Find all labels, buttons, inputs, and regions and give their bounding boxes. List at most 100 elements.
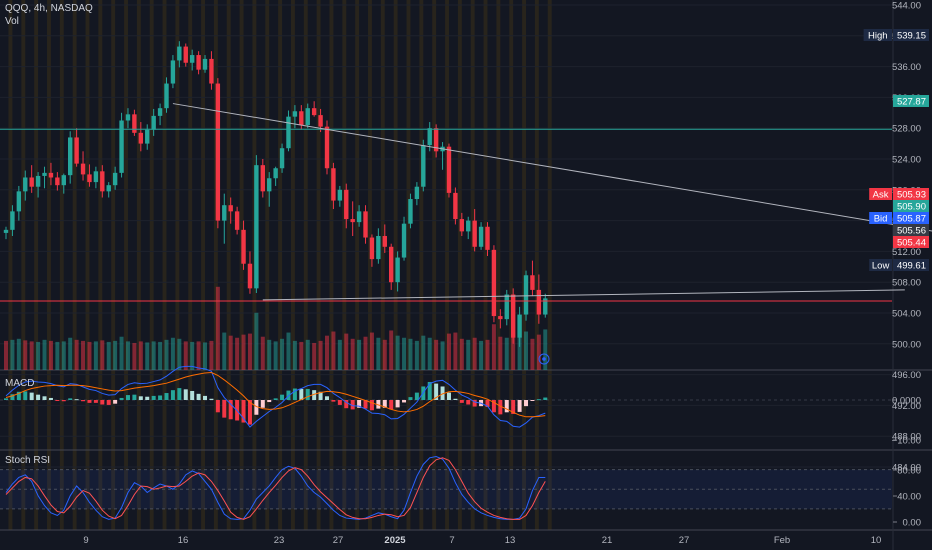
candle-body[interactable] [356,211,362,223]
candle-body[interactable] [331,168,336,201]
candle-body[interactable] [510,294,516,338]
candle-body[interactable] [35,175,41,187]
candle-body[interactable] [427,128,432,146]
candle-body[interactable] [498,316,503,320]
candle-body[interactable] [215,83,221,221]
candle-body[interactable] [61,175,66,186]
candle-body[interactable] [10,211,15,230]
candle-body[interactable] [3,229,9,233]
candle-body[interactable] [228,205,233,212]
stoch-rsi-title[interactable]: Stoch RSI [5,455,51,466]
candle-body[interactable] [196,55,201,70]
candle-body[interactable] [414,186,420,200]
candle-body[interactable] [466,220,471,232]
candle-body[interactable] [376,236,381,260]
macd-title[interactable]: MACD [5,378,35,389]
candle-body[interactable] [421,145,426,187]
candle-body[interactable] [530,275,535,290]
candle-body[interactable] [350,219,355,223]
candle-body[interactable] [472,220,477,247]
macd-pane[interactable] [0,365,892,428]
candle-body[interactable] [517,314,522,338]
candle-body[interactable] [254,165,259,289]
candle-body[interactable] [543,298,548,315]
candle-body[interactable] [395,257,400,283]
candle-body[interactable] [209,58,214,84]
candle-body[interactable] [408,199,413,224]
candle-body[interactable] [16,191,22,212]
candle-body[interactable] [145,129,150,144]
candle-body[interactable] [504,294,509,320]
candle-body[interactable] [267,178,272,192]
candle-body[interactable] [164,83,169,109]
candle-body[interactable] [369,237,375,260]
candle-body[interactable] [478,226,484,247]
descending-trendline[interactable] [172,103,932,233]
time-axis[interactable]: 9 16 23 27 2025 7 13 21 27 Feb 10 [83,535,881,546]
candle-body[interactable] [170,60,176,84]
drawing-overlays[interactable] [0,103,932,365]
symbol-title[interactable]: QQQ, 4h, NASDAQ [5,3,93,14]
candle-body[interactable] [363,211,368,238]
candle-body[interactable] [273,168,278,179]
candle-body[interactable] [222,205,227,221]
candle-body[interactable] [299,111,304,126]
candle-body[interactable] [446,146,452,193]
candle-body[interactable] [48,172,54,178]
candle-body[interactable] [74,137,79,164]
candle-body[interactable] [485,226,490,250]
candle-body[interactable] [157,108,163,116]
candle-body[interactable] [279,148,285,169]
candle-body[interactable] [106,185,111,192]
candle-body[interactable] [305,108,310,126]
candle-body[interactable] [324,126,330,169]
candle-body[interactable] [119,120,124,173]
candle-body[interactable] [151,115,156,130]
candle-body[interactable] [337,189,343,201]
candle-body[interactable] [260,165,265,192]
candle-body[interactable] [112,172,118,186]
candle-body[interactable] [247,263,253,289]
candle-body[interactable] [202,58,208,70]
candle-body[interactable] [55,177,60,186]
candle-body[interactable] [459,219,465,232]
candlestick-series[interactable] [3,41,548,347]
candle-body[interactable] [29,177,34,187]
candle-body[interactable] [453,192,458,220]
candle-body[interactable] [189,55,195,63]
candle-body[interactable] [23,177,28,192]
candle-body[interactable] [344,189,349,220]
candle-body[interactable] [87,174,92,183]
candle-body[interactable] [241,229,246,264]
candle-body[interactable] [183,46,188,63]
horizontal-trendline[interactable] [262,289,905,301]
candle-body[interactable] [138,132,144,144]
stoch-d-line[interactable] [5,457,546,520]
candle-body[interactable] [292,111,298,117]
candle-body[interactable] [80,163,86,175]
macd-line[interactable] [5,365,546,428]
candle-body[interactable] [132,114,137,133]
stoch-k-line[interactable] [5,455,546,520]
candle-body[interactable] [311,108,317,116]
candle-body[interactable] [433,128,439,152]
candle-body[interactable] [382,236,387,247]
candle-body[interactable] [125,114,131,121]
candle-body[interactable] [177,46,182,61]
candle-body[interactable] [93,171,99,183]
candle-body[interactable] [523,275,529,315]
go-to-realtime-dot-icon[interactable] [542,357,546,361]
candle-body[interactable] [536,289,542,315]
candle-body[interactable] [286,116,291,149]
candle-body[interactable] [234,211,240,230]
stoch-rsi-pane[interactable] [0,455,892,520]
candle-body[interactable] [42,172,47,176]
go-to-realtime-icon[interactable] [538,353,550,365]
candle-body[interactable] [389,246,394,283]
candle-body[interactable] [100,171,105,192]
candle-body[interactable] [318,115,323,127]
candle-body[interactable] [401,223,407,258]
macd-signal-line[interactable] [5,372,546,418]
candle-body[interactable] [491,249,497,317]
